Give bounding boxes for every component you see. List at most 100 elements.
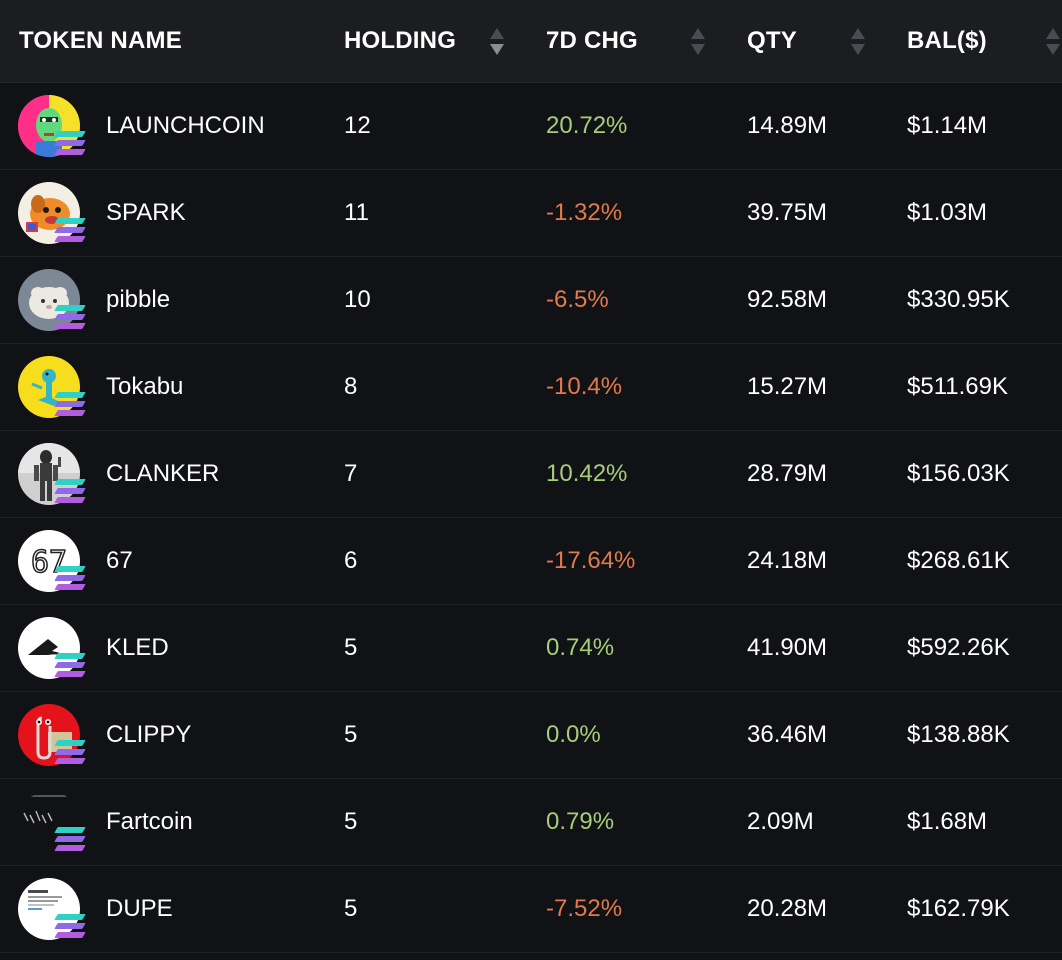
holding-count: 6 — [344, 547, 358, 574]
token-avatar — [18, 704, 86, 768]
balance-value: $592.26K — [907, 634, 1010, 661]
token-name: 67 — [106, 547, 133, 574]
change-7d-value: 0.79% — [546, 808, 615, 835]
dupe-token-icon — [18, 878, 80, 940]
table-row-clanker[interactable]: CLANKER 7 10.42% 28.79M $156.03K — [0, 431, 1062, 518]
solana-chain-icon — [54, 653, 86, 679]
token-avatar — [18, 443, 86, 507]
qty-value: 39.75M — [747, 199, 828, 226]
token-name: CLANKER — [106, 460, 220, 487]
holding-count: 5 — [344, 808, 358, 835]
token-avatar — [18, 95, 86, 159]
token-avatar: 67 — [18, 530, 86, 594]
table-row-launchcoin[interactable]: LAUNCHCOIN 12 20.72% 14.89M $1.14M — [0, 83, 1062, 170]
column-header-balance[interactable]: BAL($) — [907, 27, 987, 54]
table-body: LAUNCHCOIN 12 20.72% 14.89M $1.14M SPARK… — [0, 83, 1062, 953]
holding-count: 10 — [344, 286, 371, 313]
holding-count: 11 — [344, 199, 369, 226]
change-7d-value: 10.42% — [546, 460, 628, 487]
holding-count: 5 — [344, 895, 358, 922]
solana-chain-icon — [54, 827, 86, 853]
holding-count: 12 — [344, 112, 371, 139]
qty-value: 2.09M — [747, 808, 814, 835]
token-name: CLIPPY — [106, 721, 192, 748]
sort-7d-change-icon[interactable] — [691, 28, 705, 58]
table-row-dupe[interactable]: DUPE 5 -7.52% 20.28M $162.79K — [0, 866, 1062, 953]
token-avatar — [18, 269, 86, 333]
clanker-token-icon — [18, 443, 80, 505]
change-7d-value: -17.64% — [546, 547, 636, 574]
solana-chain-icon — [54, 305, 86, 331]
token-name: SPARK — [106, 199, 186, 226]
holding-count: 8 — [344, 373, 358, 400]
column-header-qty[interactable]: QTY — [747, 27, 797, 54]
qty-value: 24.18M — [747, 547, 828, 574]
67-token-icon: 67 — [18, 530, 80, 592]
token-avatar — [18, 182, 86, 246]
table-row-tokabu[interactable]: Tokabu 8 -10.4% 15.27M $511.69K — [0, 344, 1062, 431]
solana-chain-icon — [54, 131, 86, 157]
change-7d-value: -1.32% — [546, 199, 623, 226]
qty-value: 20.28M — [747, 895, 828, 922]
token-name: pibble — [106, 286, 171, 313]
holding-count: 5 — [344, 634, 358, 661]
change-7d-value: 20.72% — [546, 112, 628, 139]
token-avatar — [18, 617, 86, 681]
solana-chain-icon — [54, 566, 86, 592]
balance-value: $1.14M — [907, 112, 988, 139]
svg-text:67: 67 — [31, 545, 67, 580]
balance-value: $162.79K — [907, 895, 1010, 922]
sort-holding-icon[interactable] — [490, 28, 504, 58]
solana-chain-icon — [54, 479, 86, 505]
solana-chain-icon — [54, 740, 86, 766]
qty-value: 36.46M — [747, 721, 828, 748]
change-7d-value: 0.74% — [546, 634, 615, 661]
table-row-kled[interactable]: KLED 5 0.74% 41.90M $592.26K — [0, 605, 1062, 692]
balance-value: $511.69K — [907, 373, 1008, 400]
change-7d-value: -7.52% — [546, 895, 623, 922]
tokabu-token-icon — [18, 356, 80, 418]
table-row-67[interactable]: 67 67 6 -17.64% 24.18M $268.61K — [0, 518, 1062, 605]
solana-chain-icon — [54, 392, 86, 418]
change-7d-value: -6.5% — [546, 286, 609, 313]
sort-qty-icon[interactable] — [851, 28, 865, 58]
pibble-token-icon — [18, 269, 80, 331]
holding-count: 7 — [344, 460, 358, 487]
table-row-spark[interactable]: SPARK 11 -1.32% 39.75M $1.03M — [0, 170, 1062, 257]
balance-value: $330.95K — [907, 286, 1010, 313]
token-avatar — [18, 791, 86, 855]
balance-value: $156.03K — [907, 460, 1010, 487]
change-7d-value: 0.0% — [546, 721, 601, 748]
qty-value: 41.90M — [747, 634, 828, 661]
change-7d-value: -10.4% — [546, 373, 623, 400]
solana-chain-icon — [54, 218, 86, 244]
balance-value: $1.68M — [907, 808, 988, 835]
token-name: Fartcoin — [106, 808, 193, 835]
token-name: KLED — [106, 634, 169, 661]
fartcoin-token-icon — [18, 791, 80, 853]
qty-value: 92.58M — [747, 286, 828, 313]
spark-token-icon — [18, 182, 80, 244]
token-avatar — [18, 356, 86, 420]
table-row-pibble[interactable]: pibble 10 -6.5% 92.58M $330.95K — [0, 257, 1062, 344]
balance-value: $138.88K — [907, 721, 1010, 748]
holding-count: 5 — [344, 721, 358, 748]
kled-token-icon — [18, 617, 80, 679]
solana-chain-icon — [54, 914, 86, 940]
token-name: LAUNCHCOIN — [106, 112, 265, 139]
column-header-holding[interactable]: HOLDING — [344, 27, 457, 54]
table-row-fartcoin[interactable]: Fartcoin 5 0.79% 2.09M $1.68M — [0, 779, 1062, 866]
qty-value: 14.89M — [747, 112, 828, 139]
balance-value: $1.03M — [907, 199, 988, 226]
balance-value: $268.61K — [907, 547, 1010, 574]
qty-value: 28.79M — [747, 460, 828, 487]
table-row-clippy[interactable]: CLIPPY 5 0.0% 36.46M $138.88K — [0, 692, 1062, 779]
token-name: Tokabu — [106, 373, 184, 400]
qty-value: 15.27M — [747, 373, 828, 400]
sort-balance-icon[interactable] — [1046, 28, 1060, 58]
table-header: TOKEN NAME HOLDING 7D CHG QTY BAL($) — [0, 0, 1062, 83]
column-header-7d-change[interactable]: 7D CHG — [546, 27, 638, 54]
column-header-token-name: TOKEN NAME — [19, 27, 182, 54]
token-avatar — [18, 878, 86, 942]
